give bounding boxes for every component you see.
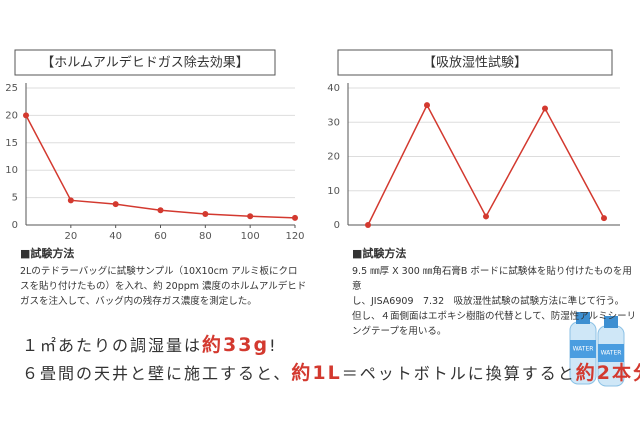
point	[483, 213, 489, 220]
x-tick-label: 80	[199, 231, 212, 242]
summary-text: １㎡あたりの調湿量は	[22, 336, 203, 355]
y-tick-label: 15	[5, 138, 18, 149]
point	[365, 222, 371, 228]
y-tick-label: 10	[5, 165, 18, 176]
point	[424, 102, 430, 109]
method-text: ングテープを用いる。	[352, 326, 447, 337]
y-tick-label: 0	[12, 220, 18, 231]
method-text: 但し、４面側面はエポキシ樹脂の代替として、防湿性アルミシーリ	[352, 311, 637, 322]
y-tick-label: 25	[5, 83, 18, 94]
line	[367, 103, 605, 226]
point	[112, 201, 119, 208]
chart-title: 【ホルムアルデヒドガス除去効果】	[41, 55, 249, 71]
bottle-label: WATER	[601, 350, 622, 357]
x-tick-label: 20	[64, 231, 77, 242]
point	[157, 207, 164, 214]
point	[601, 215, 607, 222]
method-text: 2Lのテドラーバッグに試験サンプル（10X10cm アルミ板にクロ	[20, 266, 298, 277]
x-tick-label: 100	[241, 231, 260, 242]
method-text: 9.5 ㎜厚 X 300 ㎜角石膏B ボードに試験体を貼り付けたものを用意	[352, 266, 632, 292]
y-tick-label: 20	[5, 110, 18, 121]
point	[247, 213, 254, 220]
point	[542, 105, 548, 112]
method-text: スを貼り付けたもの）を入れ、約 20ppm 濃度のホルムアルデヒド	[20, 281, 307, 292]
summary-line: １㎡あたりの調湿量は約33g!	[22, 330, 277, 357]
y-tick-label: 0	[334, 220, 340, 231]
highlight: 約2本分	[575, 362, 640, 384]
y-tick-label: 30	[327, 117, 340, 128]
summary-text: !	[269, 336, 278, 355]
point	[292, 214, 298, 221]
method: ■試験方法 2Lのテドラーバッグに試験サンプル（10X10cm アルミ板にクロ スを…	[20, 246, 306, 309]
method-heading: ■試験方法	[352, 247, 407, 260]
y-tick-label: 40	[327, 83, 340, 94]
chart-title: 【吸放湿性試験】	[423, 55, 527, 71]
y-tick-label: 5	[12, 193, 18, 204]
method: ■試験方法 9.5 ㎜厚 X 300 ㎜角石膏B ボードに試験体を貼り付けたものを…	[352, 246, 640, 339]
y-tick-label: 10	[327, 186, 340, 197]
point	[67, 197, 74, 204]
y-tick-label: 20	[327, 152, 340, 163]
title-box	[14, 49, 276, 76]
highlight: 約1L	[291, 362, 342, 384]
method-heading: ■試験方法	[20, 247, 75, 260]
line	[25, 115, 296, 219]
summary-text: ６畳間の天井と壁に施工すると、	[22, 364, 292, 383]
x-tick-label: 60	[154, 231, 167, 242]
bottles: WATER WATER	[569, 312, 625, 387]
method-text: し、JISA6909 7.32 吸放湿性試験の試験方法に準じて行う。	[352, 296, 625, 307]
x-tick-label: 40	[109, 231, 122, 242]
summary-text: ＝ペットボトルに換算すると	[341, 364, 576, 383]
point	[202, 211, 209, 218]
title-box	[337, 49, 613, 76]
bottle-label: WATER	[573, 346, 594, 353]
highlight: 約33g	[202, 334, 270, 356]
x-tick-label: 120	[285, 231, 304, 242]
summary-line: ６畳間の天井と壁に施工すると、約1L＝ペットボトルに換算すると約2本分!	[22, 358, 640, 385]
method-text: ガスを注入して、バッグ内の残存ガス濃度を測定した。	[20, 296, 257, 307]
point	[23, 112, 29, 119]
